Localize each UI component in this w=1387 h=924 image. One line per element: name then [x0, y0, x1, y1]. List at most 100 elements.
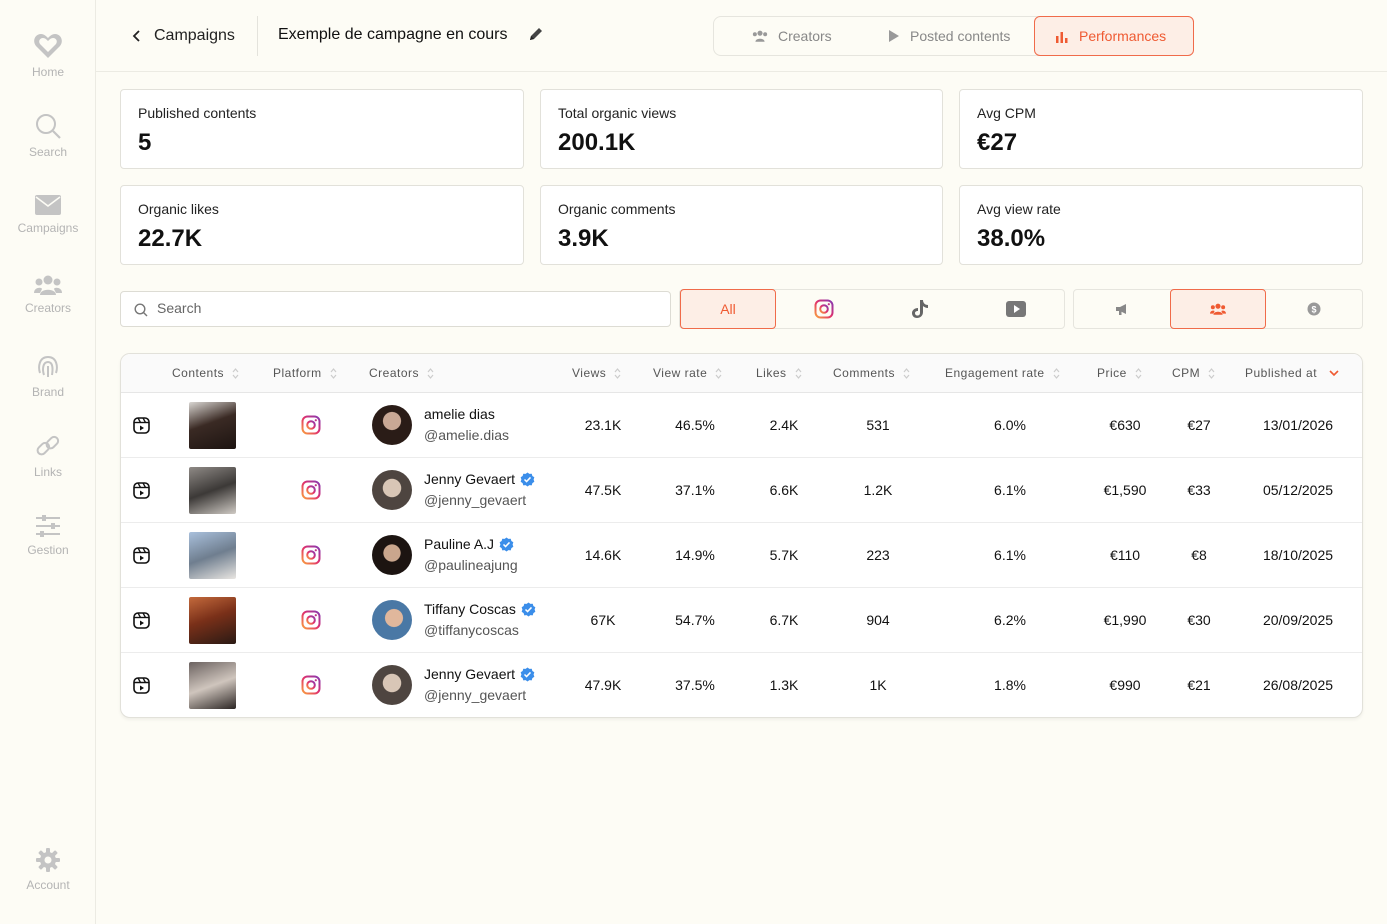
- sort-icon: [330, 367, 337, 379]
- column-header-creators[interactable]: Creators: [369, 366, 434, 380]
- column-header-view-rate[interactable]: View rate: [653, 366, 722, 380]
- top-bar: Campaigns Exemple de campagne en cours C…: [96, 0, 1387, 72]
- sort-icon: [427, 367, 434, 379]
- megaphone-icon: [1116, 304, 1126, 315]
- column-label: Price: [1097, 366, 1127, 380]
- sidebar-item-label: Creators: [24, 301, 71, 315]
- sidebar-item-label: Home: [31, 65, 64, 79]
- column-header-comments[interactable]: Comments: [833, 366, 910, 380]
- cell-price: €1,990: [1103, 612, 1147, 628]
- creator-name[interactable]: Tiffany Coscas: [424, 601, 536, 617]
- content-type-reel: [133, 482, 150, 504]
- cell-engagement: 6.0%: [994, 417, 1026, 433]
- instagram-icon: [301, 415, 321, 435]
- avatar[interactable]: [372, 600, 412, 640]
- column-header-contents[interactable]: Contents: [172, 366, 239, 380]
- cell-view-rate: 14.9%: [675, 547, 715, 563]
- sidebar-item-gestion[interactable]: Gestion: [0, 515, 96, 557]
- column-header-price[interactable]: Price: [1097, 366, 1142, 380]
- sidebar-item-label: Campaigns: [17, 221, 79, 235]
- column-header-likes[interactable]: Likes: [756, 366, 802, 380]
- sidebar-item-campaigns[interactable]: Campaigns: [0, 195, 96, 235]
- column-header-views[interactable]: Views: [572, 366, 621, 380]
- sidebar-item-home[interactable]: Home: [0, 33, 96, 79]
- cell-published: 13/01/2026: [1262, 417, 1334, 433]
- creator-name-text: Tiffany Coscas: [424, 601, 516, 617]
- sidebar-item-label: Brand: [31, 385, 65, 399]
- table-row[interactable]: Pauline A.J @paulineajung 14.6K 14.9% 5.7K 22…: [121, 523, 1362, 588]
- avatar[interactable]: [372, 470, 412, 510]
- sidebar-item-brand[interactable]: Brand: [0, 353, 96, 399]
- filter-youtube[interactable]: [968, 289, 1064, 329]
- search-box: [120, 291, 671, 327]
- cell-price: €110: [1109, 547, 1141, 563]
- column-label: Creators: [369, 366, 420, 380]
- cell-engagement: 6.1%: [994, 482, 1026, 498]
- content-thumbnail[interactable]: [189, 662, 236, 709]
- sidebar-item-search[interactable]: Search: [0, 113, 96, 159]
- table-row[interactable]: amelie dias @amelie.dias 23.1K 46.5% 2.4K 531…: [121, 393, 1362, 458]
- creator-name[interactable]: Pauline A.J: [424, 536, 514, 552]
- cell-comments: 1.2K: [863, 482, 893, 498]
- platform-instagram: [301, 675, 321, 700]
- content-thumbnail[interactable]: [189, 532, 236, 579]
- table-row[interactable]: Jenny Gevaert @jenny_gevaert 47.5K 37.1% 6.6…: [121, 458, 1362, 523]
- cell-cpm: €21: [1187, 677, 1211, 693]
- column-header-engagement-rate[interactable]: Engagement rate: [945, 366, 1060, 380]
- filter-tiktok[interactable]: [872, 289, 968, 329]
- creator-name-text: Jenny Gevaert: [424, 666, 516, 682]
- instagram-icon: [814, 299, 834, 319]
- users-icon: [752, 30, 768, 42]
- reel-icon: [133, 482, 150, 499]
- sort-icon: [1208, 367, 1215, 379]
- sort-icon: [614, 367, 621, 379]
- stat-label: Total organic views: [558, 105, 677, 121]
- content-type-reel: [133, 417, 150, 439]
- content-thumbnail[interactable]: [189, 402, 236, 449]
- filter-instagram[interactable]: [776, 289, 872, 329]
- table-row[interactable]: Jenny Gevaert @jenny_gevaert 47.9K 37.5% 1.3…: [121, 653, 1362, 717]
- users-icon: [1210, 303, 1226, 315]
- back-button[interactable]: Campaigns: [132, 24, 235, 48]
- table-row[interactable]: Tiffany Coscas @tiffanycoscas 67K 54.7% 6.7K…: [121, 588, 1362, 653]
- creator-name-text: Pauline A.J: [424, 536, 495, 552]
- column-header-published-at[interactable]: Published at: [1245, 366, 1339, 380]
- avatar[interactable]: [372, 405, 412, 445]
- column-label: Views: [572, 366, 607, 380]
- creator-name[interactable]: amelie dias: [424, 406, 495, 422]
- column-label: Comments: [833, 366, 896, 380]
- column-label: Published at: [1245, 366, 1318, 380]
- platform-instagram: [301, 610, 321, 635]
- content-thumbnail[interactable]: [189, 597, 236, 644]
- filter-paid[interactable]: $: [1266, 289, 1362, 329]
- sidebar-item-links[interactable]: Links: [0, 433, 96, 479]
- cell-engagement: 6.2%: [994, 612, 1026, 628]
- cell-price: €1,590: [1103, 482, 1147, 498]
- reel-icon: [133, 677, 150, 694]
- filter-all[interactable]: All: [680, 289, 776, 329]
- cell-likes: 6.7K: [769, 612, 799, 628]
- tab-posted-contents[interactable]: Posted contents: [888, 16, 1010, 56]
- verified-badge-icon: [521, 601, 536, 617]
- tab-performances[interactable]: Performances: [1034, 16, 1194, 56]
- cell-view-rate: 46.5%: [675, 417, 715, 433]
- dollar-icon: $: [1307, 302, 1321, 316]
- sidebar-item-account[interactable]: Account: [0, 848, 96, 892]
- search-input[interactable]: [157, 300, 657, 316]
- avatar[interactable]: [372, 535, 412, 575]
- column-header-platform[interactable]: Platform: [273, 366, 337, 380]
- filter-ads[interactable]: [1074, 289, 1170, 329]
- sort-icon: [795, 367, 801, 379]
- stat-label: Organic likes: [138, 201, 219, 217]
- avatar[interactable]: [372, 665, 412, 705]
- content-thumbnail[interactable]: [189, 467, 236, 514]
- creator-name[interactable]: Jenny Gevaert: [424, 471, 535, 487]
- edit-title-button[interactable]: [528, 26, 544, 47]
- fingerprint-icon: [38, 355, 58, 377]
- column-header-cpm[interactable]: CPM: [1172, 366, 1215, 380]
- tab-creators[interactable]: Creators: [752, 16, 832, 56]
- sidebar-item-creators[interactable]: Creators: [0, 275, 96, 315]
- creator-name[interactable]: Jenny Gevaert: [424, 666, 535, 682]
- cell-comments: 1K: [869, 677, 887, 693]
- filter-creators[interactable]: [1170, 289, 1266, 329]
